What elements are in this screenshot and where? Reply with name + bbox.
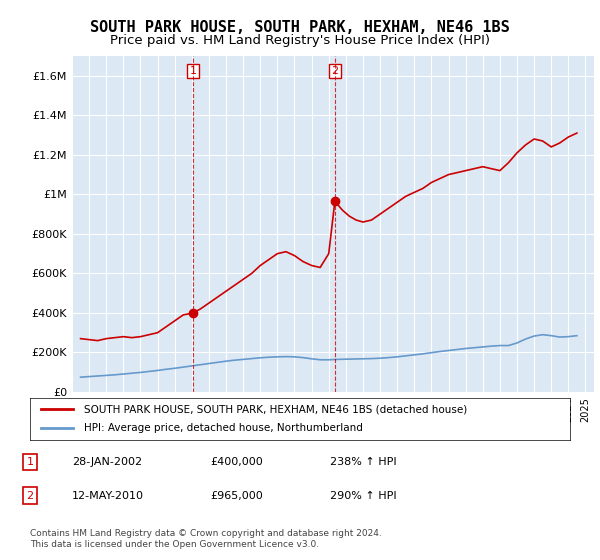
Text: 12-MAY-2010: 12-MAY-2010 (72, 491, 144, 501)
Text: Contains HM Land Registry data © Crown copyright and database right 2024.
This d: Contains HM Land Registry data © Crown c… (30, 529, 382, 549)
Text: 1: 1 (190, 66, 197, 76)
Text: 2: 2 (26, 491, 34, 501)
Text: 290% ↑ HPI: 290% ↑ HPI (330, 491, 397, 501)
Text: 1: 1 (26, 457, 34, 467)
Text: £965,000: £965,000 (210, 491, 263, 501)
Text: 238% ↑ HPI: 238% ↑ HPI (330, 457, 397, 467)
Text: SOUTH PARK HOUSE, SOUTH PARK, HEXHAM, NE46 1BS (detached house): SOUTH PARK HOUSE, SOUTH PARK, HEXHAM, NE… (84, 404, 467, 414)
Text: HPI: Average price, detached house, Northumberland: HPI: Average price, detached house, Nort… (84, 423, 363, 433)
Text: Price paid vs. HM Land Registry's House Price Index (HPI): Price paid vs. HM Land Registry's House … (110, 34, 490, 46)
Text: SOUTH PARK HOUSE, SOUTH PARK, HEXHAM, NE46 1BS: SOUTH PARK HOUSE, SOUTH PARK, HEXHAM, NE… (90, 20, 510, 35)
Text: 28-JAN-2002: 28-JAN-2002 (72, 457, 142, 467)
Text: 2: 2 (331, 66, 338, 76)
Text: £400,000: £400,000 (210, 457, 263, 467)
